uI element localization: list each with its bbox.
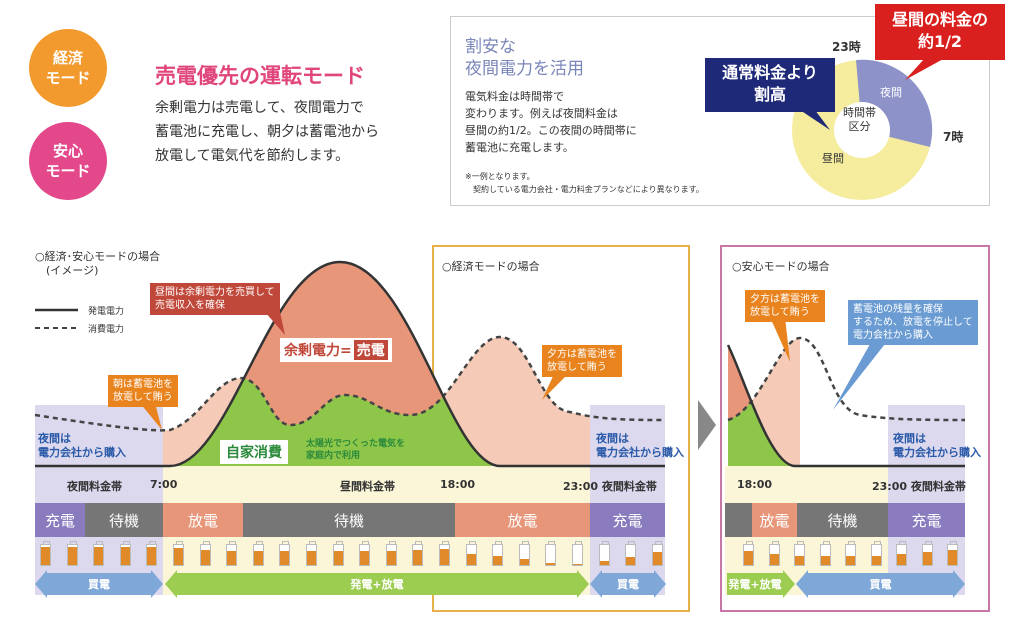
safety-heading: ○安心モードの場合: [732, 260, 830, 273]
economy-night-buy-label: 夜間は 電力会社から購入: [596, 432, 684, 459]
segment-charge: 充電: [35, 503, 85, 537]
callout-night-rate: 昼間の料金の 約1/2: [875, 4, 1005, 60]
time-night-band: 夜間料金帯: [67, 480, 122, 493]
main-heading: ○経済･安心モードの場合 (イメージ): [35, 250, 161, 277]
main-battery-icon: [359, 541, 371, 566]
safety-mode-frame: [720, 245, 990, 612]
surplus-label: 余剰電力= 売電: [280, 338, 392, 362]
arrow-buy: 買電: [35, 570, 163, 598]
pie-center-label: 時間帯 区分: [843, 106, 876, 133]
main-battery-icon: [40, 541, 51, 566]
main-battery-icon: [93, 541, 105, 566]
economy-heading: ○経済モードの場合: [442, 260, 540, 273]
self-use-label: 自家消費: [220, 440, 288, 464]
safety-consumption-line: [727, 336, 966, 422]
safety-segment-charge: 充電: [888, 503, 965, 537]
main-battery-icon: [572, 541, 583, 566]
callout-day-rate: 通常料金より 割高: [705, 58, 835, 112]
main-battery-icon: [385, 541, 397, 566]
arrow-buy-night: 買電: [590, 570, 666, 598]
main-battery-icon: [66, 541, 78, 566]
callout-sell: 昼間は余剰電力を売買して 売電収入を確保: [150, 283, 280, 315]
segment-standby: 待機: [243, 503, 455, 537]
safety-battery-icon: [743, 541, 754, 566]
main-battery-icon: [332, 541, 344, 566]
safety-mode-badge: 安心 モード: [29, 122, 107, 200]
main-battery-icon: [598, 541, 610, 566]
safety-arrow-gen-discharge: 発電+放電: [727, 570, 795, 598]
main-battery-icon: [173, 541, 184, 566]
callout-stop-discharge: 蓄電池の残量を確保 するため、放電を停止して 電力会社から購入: [848, 300, 978, 345]
main-battery-icon: [412, 541, 424, 566]
main-battery-icon: [252, 541, 264, 566]
time-23: 23:00 夜間料金帯: [563, 480, 657, 493]
segment-standby: 待機: [85, 503, 163, 537]
safety-battery-icon: [794, 541, 805, 566]
safety-segment-standby: 待機: [797, 503, 888, 537]
self-use-desc: 太陽光でつくった電気を 家庭内で利用: [306, 439, 406, 461]
surplus-text: 余剰電力=: [284, 343, 352, 359]
time-day-band: 昼間料金帯: [340, 480, 395, 493]
segment-discharge: 放電: [163, 503, 243, 537]
pie-label-day: 昼間: [822, 152, 844, 165]
callout-evening-economy: 夕方は蓄電池を 放電して賄う: [542, 345, 622, 377]
arrow-gen-discharge: 発電+放電: [165, 570, 589, 598]
consumption-line: [34, 335, 666, 432]
legend-generation: 発電電力: [88, 307, 125, 317]
main-battery-icon: [518, 541, 530, 566]
main-battery-icon: [279, 541, 291, 566]
callout-evening-safety: 夕方は蓄電池を 放電して賄う: [745, 290, 825, 322]
rate-box-body: 電気料金は時間帯で 変わります。例えば夜間料金は 昼間の約1/2。この夜間の時間…: [465, 90, 637, 154]
intro-text: 余剰電力は売電して、夜間電力で 蓄電池に充電し、朝夕は蓄電池から 放電して電気代…: [155, 100, 379, 164]
segment-discharge: 放電: [455, 503, 590, 537]
rate-box-note: ※一例となります。 契約している電力会社・電力料金プランなどにより異なります。: [465, 172, 704, 194]
main-battery-icon: [625, 541, 637, 566]
safety-arrow-buy: 買電: [796, 570, 965, 598]
safety-battery-icon: [845, 541, 856, 566]
safety-battery-icon: [768, 541, 780, 566]
main-battery-icon: [119, 541, 131, 566]
safety-battery-icon: [947, 541, 958, 566]
safety-time-23: 23:00 夜間料金帯: [872, 480, 966, 493]
next-arrow-icon: [698, 400, 716, 450]
generation-line: [35, 260, 665, 468]
page-title: 売電優先の運転モード: [155, 64, 365, 88]
safety-battery-icon: [921, 541, 933, 566]
safety-segment-discharge: 放電: [752, 503, 797, 537]
main-battery-icon: [465, 541, 477, 566]
safety-battery-icon: [870, 541, 882, 566]
safety-segment-standby-start: [725, 503, 752, 537]
main-battery-icon: [651, 541, 663, 566]
main-battery-icon: [226, 541, 238, 566]
main-battery-icon: [306, 541, 317, 566]
time-7: 7:00: [150, 478, 178, 491]
safety-battery-icon: [819, 541, 831, 566]
main-battery-icon: [545, 541, 557, 566]
night-buy-label: 夜間は 電力会社から購入: [38, 432, 126, 459]
time-18: 18:00: [440, 478, 476, 491]
safety-battery-icon: [896, 541, 907, 566]
pie-label-7: 7時: [943, 130, 964, 144]
segment-charge: 充電: [590, 503, 665, 537]
main-battery-icon: [492, 541, 504, 566]
safety-night-buy-label: 夜間は 電力会社から購入: [893, 432, 981, 459]
safety-time-18: 18:00: [737, 478, 773, 491]
rate-box-title: 割安な 夜間電力を活用: [465, 37, 584, 79]
rate-box: [450, 16, 990, 206]
main-battery-icon: [199, 541, 211, 566]
safety-generation-line: [726, 344, 965, 468]
sell-text: 売電: [353, 340, 388, 360]
pie-label-night: 夜間: [880, 86, 902, 99]
economy-mode-badge: 経済 モード: [29, 29, 107, 107]
legend-consumption: 消費電力: [88, 325, 125, 335]
callout-morning: 朝は蓄電池を 放電して賄う: [108, 375, 178, 407]
main-battery-icon: [146, 541, 158, 566]
pie-label-23: 23時: [832, 40, 861, 54]
main-battery-icon: [439, 541, 450, 566]
